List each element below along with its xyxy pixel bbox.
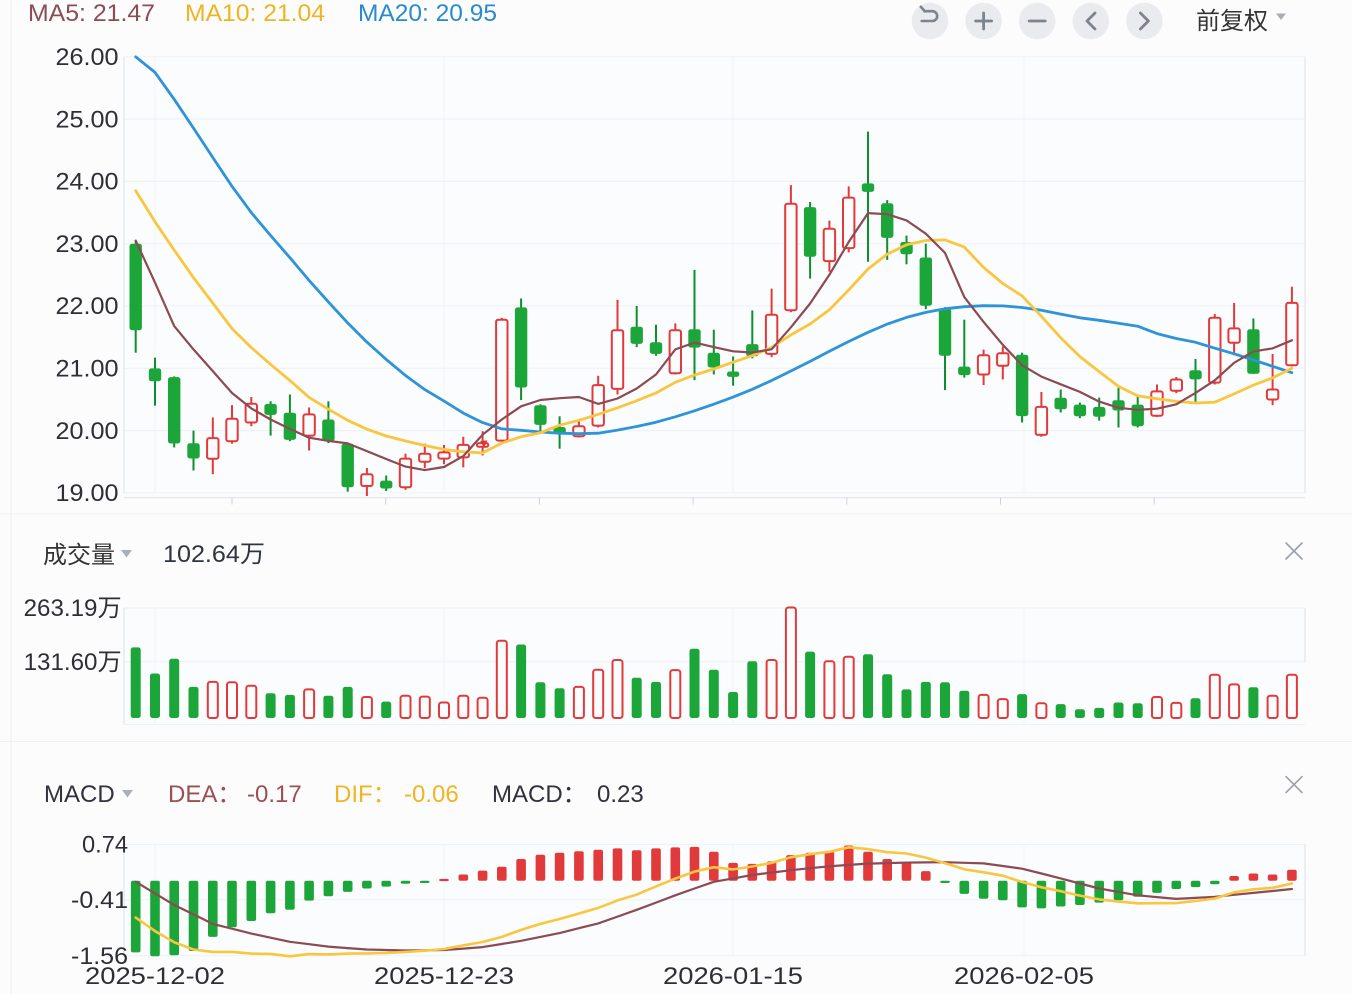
svg-text:MA5: 21.47: MA5: 21.47 xyxy=(28,0,155,27)
svg-text:成交量: 成交量 xyxy=(43,542,115,569)
svg-text:前复权: 前复权 xyxy=(1196,8,1268,35)
svg-text:2025-12-02: 2025-12-02 xyxy=(85,963,225,990)
svg-text:MACD：: MACD： xyxy=(492,781,587,808)
svg-text:131.60万: 131.60万 xyxy=(24,649,122,676)
svg-text:MACD: MACD xyxy=(44,781,115,808)
svg-text:263.19万: 263.19万 xyxy=(24,595,122,622)
svg-text:MA10: 21.04: MA10: 21.04 xyxy=(185,0,325,27)
svg-text:102.64万: 102.64万 xyxy=(163,541,265,568)
svg-text:2026-02-05: 2026-02-05 xyxy=(954,963,1094,990)
svg-text:2025-12-23: 2025-12-23 xyxy=(374,963,514,990)
svg-text:22.00: 22.00 xyxy=(56,293,119,320)
svg-text:24.00: 24.00 xyxy=(56,169,119,196)
svg-text:26.00: 26.00 xyxy=(56,44,119,71)
svg-text:21.00: 21.00 xyxy=(56,356,119,383)
svg-text:-0.41: -0.41 xyxy=(71,887,128,914)
svg-text:0.23: 0.23 xyxy=(597,781,644,808)
svg-text:-1.56: -1.56 xyxy=(71,943,128,970)
svg-text:2026-01-15: 2026-01-15 xyxy=(663,963,803,990)
svg-text:20.00: 20.00 xyxy=(56,418,119,445)
svg-text:23.00: 23.00 xyxy=(56,231,119,258)
svg-text:19.00: 19.00 xyxy=(56,480,119,507)
svg-text:MA20: 20.95: MA20: 20.95 xyxy=(358,0,497,27)
svg-text:-0.17: -0.17 xyxy=(247,781,302,808)
svg-text:-0.06: -0.06 xyxy=(404,781,459,808)
svg-text:DEA：: DEA： xyxy=(168,781,241,808)
svg-text:0.74: 0.74 xyxy=(82,832,128,859)
svg-text:DIF：: DIF： xyxy=(334,781,397,808)
svg-text:25.00: 25.00 xyxy=(56,106,119,133)
